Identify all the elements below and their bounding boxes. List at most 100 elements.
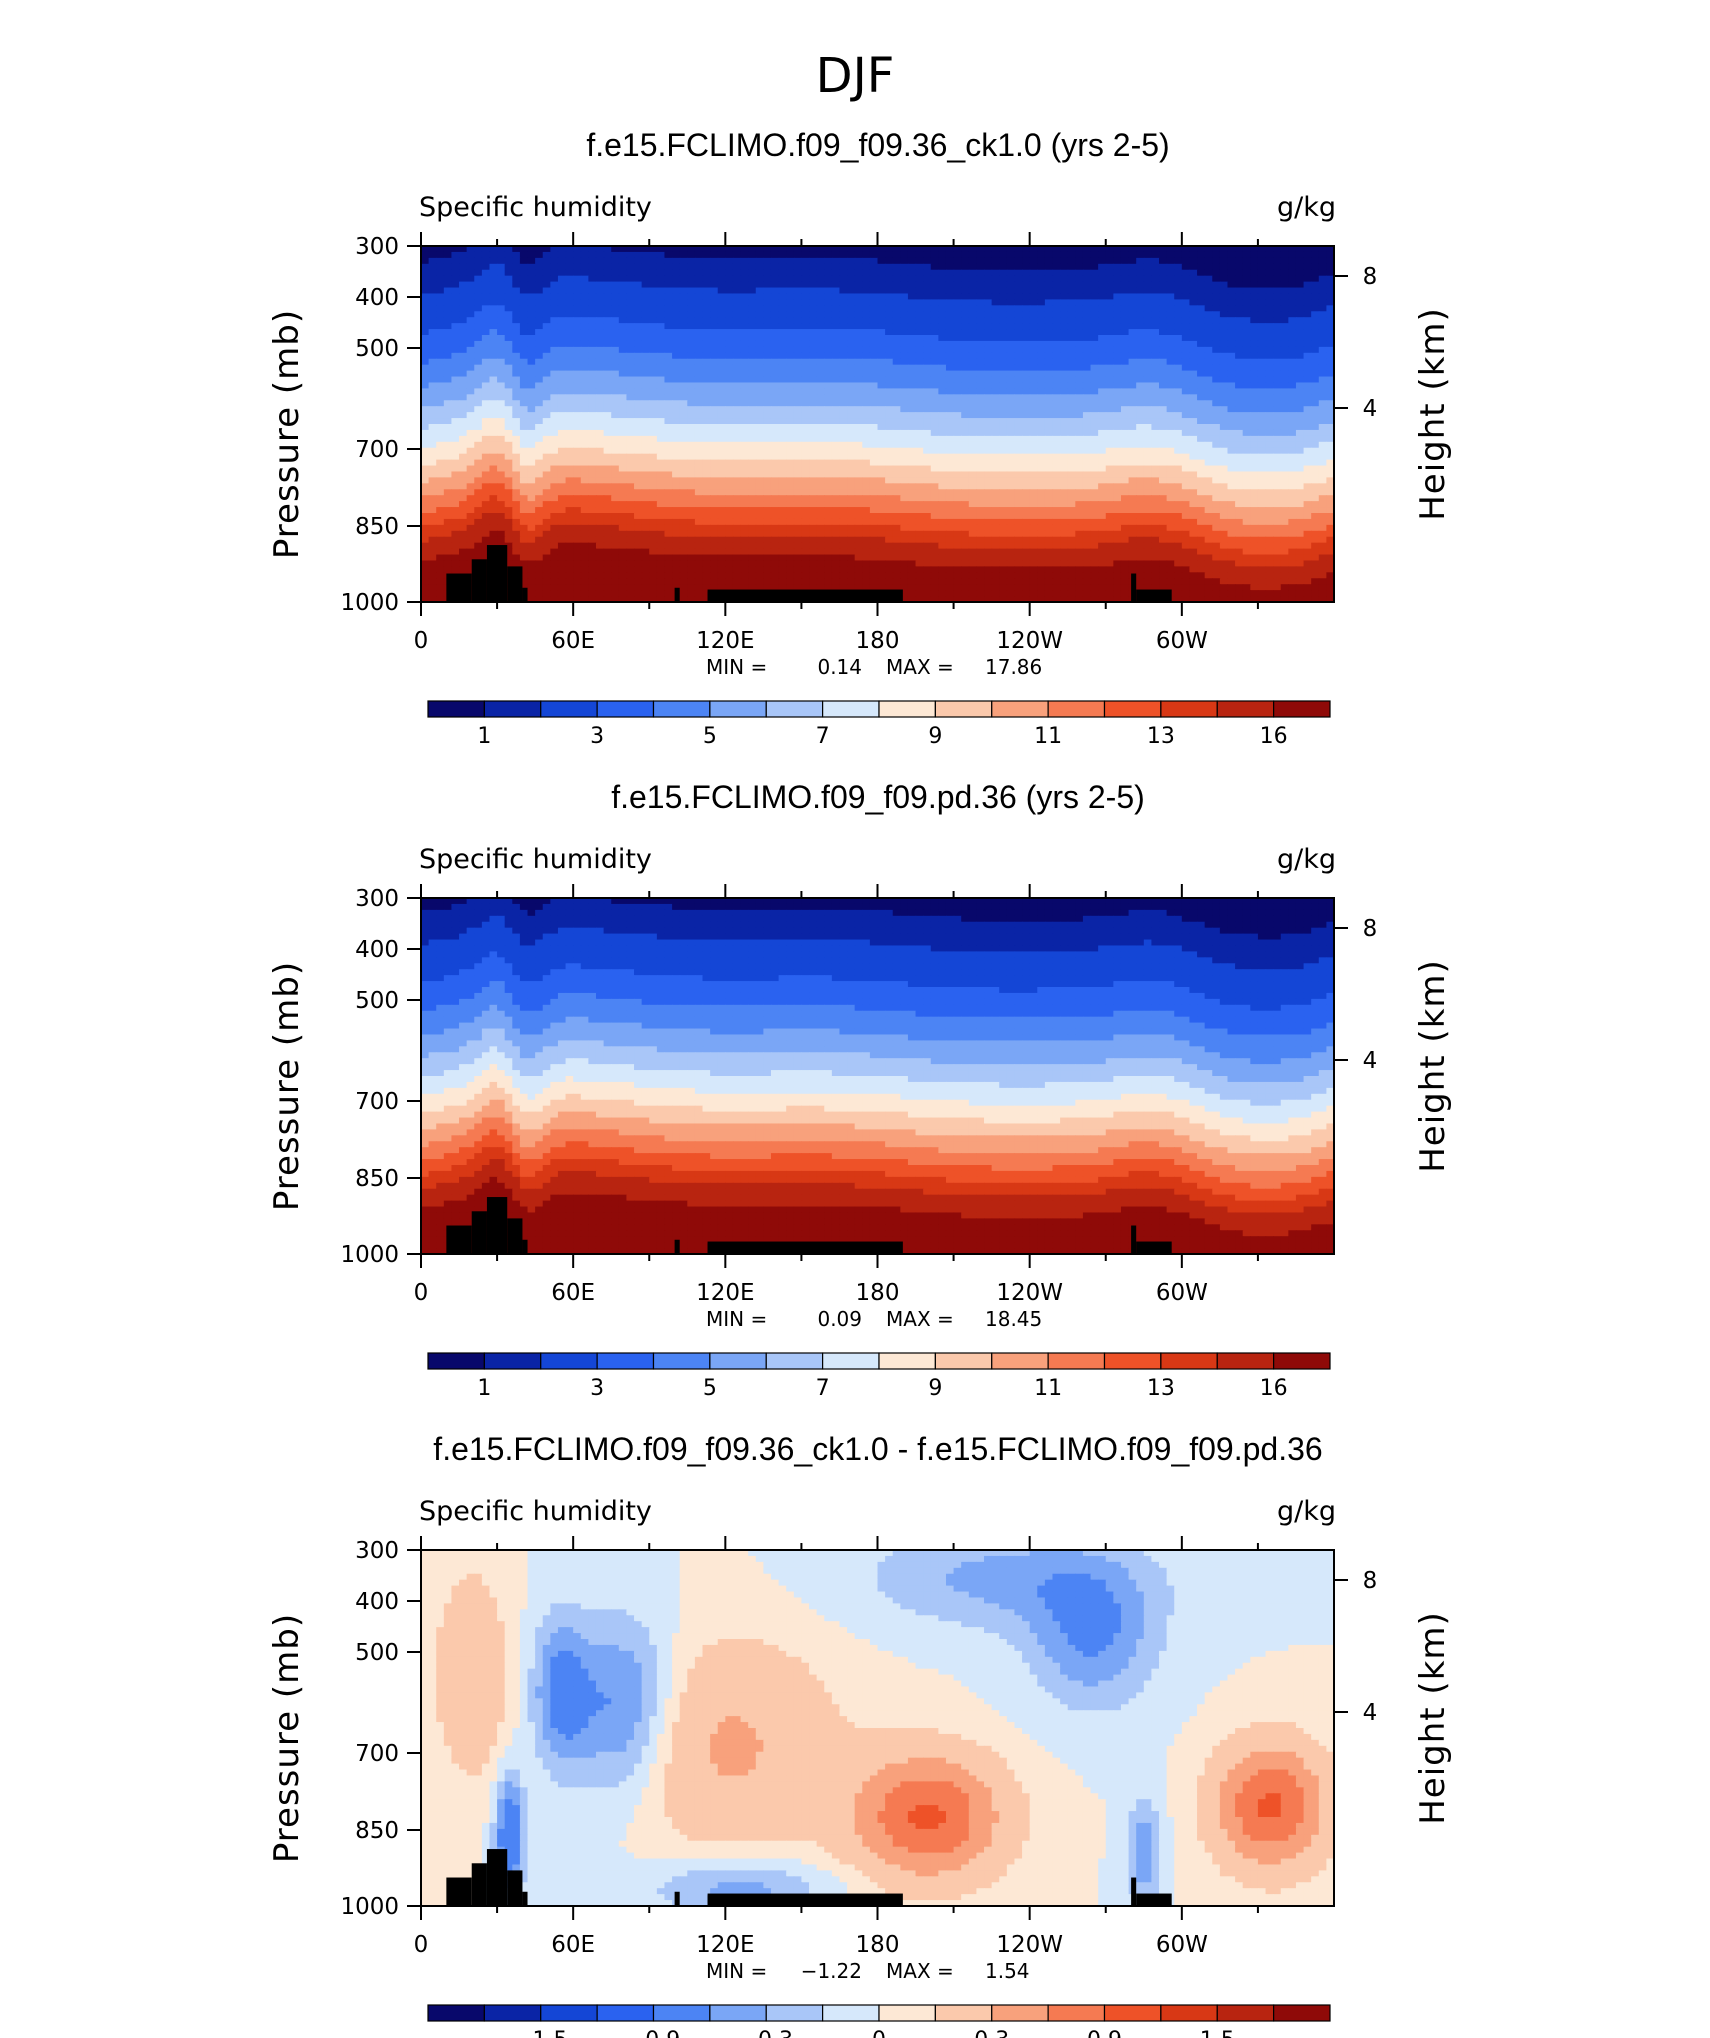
field-cell — [1151, 293, 1159, 300]
field-cell — [619, 305, 627, 312]
field-cell — [642, 252, 650, 259]
field-cell — [1296, 270, 1304, 277]
field-cell — [938, 299, 946, 306]
field-cell — [672, 299, 680, 306]
field-cell — [870, 276, 878, 283]
field-cell — [771, 323, 779, 330]
field-cell — [543, 317, 551, 324]
field-cell — [1144, 258, 1152, 265]
field-cell — [1022, 252, 1030, 259]
field-cell — [1068, 329, 1076, 336]
field-cell — [824, 282, 832, 289]
field-cell — [489, 270, 497, 277]
field-cell — [1007, 276, 1015, 283]
field-cell — [893, 311, 901, 318]
field-cell — [771, 288, 779, 295]
field-cell — [847, 276, 855, 283]
field-cell — [1319, 323, 1327, 330]
field-cell — [520, 258, 528, 265]
field-cell — [1205, 258, 1213, 265]
field-cell — [1296, 305, 1304, 312]
field-cell — [1052, 252, 1060, 259]
field-cell — [809, 276, 817, 283]
field-cell — [893, 282, 901, 289]
field-cell — [1167, 282, 1175, 289]
field-cell — [497, 299, 505, 306]
field-cell — [1052, 299, 1060, 306]
field-cell — [1250, 293, 1258, 300]
field-cell — [961, 252, 969, 259]
field-cell — [482, 329, 490, 336]
field-cell — [824, 299, 832, 306]
field-cell — [878, 317, 886, 324]
field-cell — [680, 276, 688, 283]
field-cell — [489, 323, 497, 330]
field-cell — [1144, 276, 1152, 283]
field-cell — [862, 288, 870, 295]
field-cell — [839, 311, 847, 318]
field-cell — [1075, 323, 1083, 330]
field-cell — [1189, 299, 1197, 306]
field-cell — [1311, 282, 1319, 289]
field-cell — [421, 276, 429, 283]
field-cell — [451, 258, 459, 265]
field-cell — [1311, 270, 1319, 277]
field-cell — [687, 311, 695, 318]
field-cell — [855, 282, 863, 289]
field-cell — [573, 258, 581, 265]
field-cell — [855, 311, 863, 318]
field-cell — [467, 323, 475, 330]
field-cell — [908, 282, 916, 289]
field-cell — [847, 264, 855, 271]
field-cell — [1319, 293, 1327, 300]
field-cell — [763, 323, 771, 330]
field-cell — [1281, 288, 1289, 295]
field-cell — [1182, 264, 1190, 271]
field-cell — [1266, 299, 1274, 306]
field-cell — [1235, 258, 1243, 265]
field-cell — [1068, 299, 1076, 306]
field-cell — [1281, 311, 1289, 318]
field-cell — [429, 329, 437, 336]
field-cell — [801, 276, 809, 283]
field-cell — [596, 252, 604, 259]
field-cell — [900, 305, 908, 312]
field-cell — [931, 293, 939, 300]
field-cell — [459, 317, 467, 324]
field-cell — [1030, 323, 1038, 330]
field-cell — [969, 311, 977, 318]
field-cell — [710, 288, 718, 295]
field-cell — [938, 288, 946, 295]
field-cell — [1220, 323, 1228, 330]
field-cell — [786, 258, 794, 265]
field-cell — [855, 288, 863, 295]
field-cell — [489, 264, 497, 271]
field-cell — [931, 270, 939, 277]
field-cell — [566, 252, 574, 259]
field-cell — [1083, 258, 1091, 265]
field-cell — [543, 323, 551, 330]
field-cell — [558, 323, 566, 330]
field-cell — [459, 288, 467, 295]
field-cell — [1106, 311, 1114, 318]
field-cell — [520, 329, 528, 336]
field-cell — [451, 276, 459, 283]
field-cell — [649, 288, 657, 295]
field-cell — [1037, 329, 1045, 336]
field-cell — [832, 293, 840, 300]
field-cell — [779, 264, 787, 271]
field-cell — [741, 258, 749, 265]
field-cell — [794, 299, 802, 306]
field-cell — [779, 323, 787, 330]
field-cell — [748, 264, 756, 271]
field-cell — [588, 317, 596, 324]
field-cell — [550, 317, 558, 324]
field-cell — [558, 288, 566, 295]
field-cell — [1250, 252, 1258, 259]
field-cell — [801, 329, 809, 336]
field-cell — [467, 276, 475, 283]
field-cell — [832, 258, 840, 265]
field-cell — [847, 299, 855, 306]
field-cell — [794, 252, 802, 259]
field-cell — [482, 270, 490, 277]
